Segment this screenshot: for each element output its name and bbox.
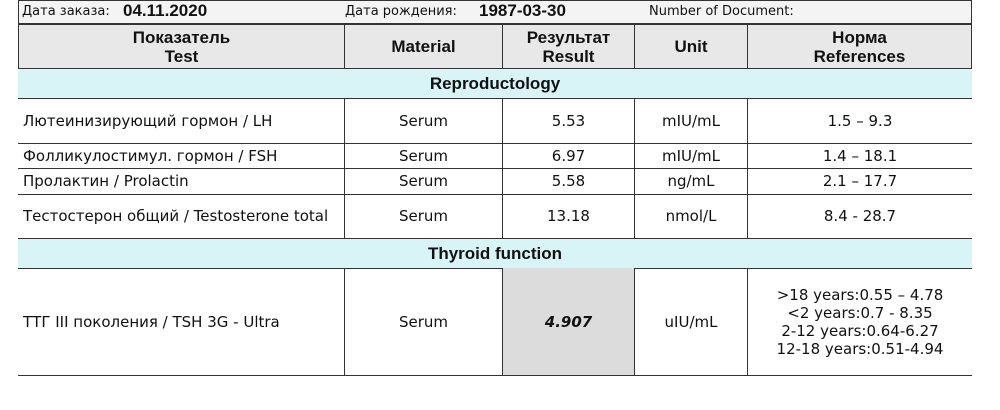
text-line: Test — [164, 46, 199, 66]
text-line: >18 years:0.55 – 4.78 — [776, 285, 944, 304]
document-label: Number of Document: — [649, 4, 794, 19]
table-cell: Фолликулостимул. гормон / FSH — [18, 143, 345, 169]
header-bar: Дата заказа: 04.11.2020 Дата рождения: 1… — [18, 0, 972, 24]
section-title: Thyroid function — [18, 238, 972, 269]
table-cell: mIU/mL — [635, 98, 748, 144]
text-line: <2 years:0.7 - 8.35 — [787, 303, 933, 322]
text-line: Результат — [526, 27, 611, 47]
birth-date: 1987-03-30 — [479, 1, 566, 20]
column-header: Material — [344, 24, 503, 69]
text-line: Показатель — [132, 27, 231, 47]
text-line: 2-12 years:0.64-6.27 — [781, 321, 939, 340]
birth-date-label: Дата рождения: — [345, 4, 457, 19]
text-line: 1.5 – 9.3 — [827, 111, 893, 130]
text-line: Норма — [832, 27, 887, 47]
text-line: Result — [542, 46, 595, 66]
order-date: 04.11.2020 — [123, 1, 208, 20]
table-cell: Serum — [345, 268, 503, 376]
table-cell: 2.1 – 17.7 — [748, 168, 972, 195]
table-cell: 1.4 – 18.1 — [748, 143, 972, 169]
text-line: 1.4 – 18.1 — [822, 146, 898, 165]
text-line: 2.1 – 17.7 — [822, 172, 898, 190]
table-cell: nmol/L — [635, 194, 748, 239]
order-date-label: Дата заказа: — [22, 4, 110, 19]
section-title: Reproductology — [18, 68, 972, 99]
table-cell: 4.907 — [503, 268, 635, 376]
text-line: Material — [391, 37, 456, 56]
text-line: Unit — [674, 37, 708, 56]
table-cell: ng/mL — [635, 168, 748, 195]
table-cell: >18 years:0.55 – 4.78 <2 years:0.7 - 8.35… — [748, 268, 972, 376]
column-header: Unit — [634, 24, 748, 69]
column-header: Результат Result — [502, 24, 635, 69]
text-line: 12-18 years:0.51-4.94 — [776, 339, 944, 358]
table-cell: Serum — [345, 194, 503, 239]
table-cell: Тестостерон общий / Testosterone total — [18, 194, 345, 239]
table-cell: Serum — [345, 98, 503, 144]
table-cell: 5.58 — [503, 168, 635, 195]
text-line: 8.4 - 28.7 — [823, 207, 897, 225]
table-cell: 6.97 — [503, 143, 635, 169]
column-header: Показатель Test — [18, 24, 345, 69]
column-header: Норма References — [747, 24, 972, 69]
table-cell: mIU/mL — [635, 143, 748, 169]
table-cell: Пролактин / Prolactin — [18, 168, 345, 195]
table-cell: ТТГ III поколения / TSH 3G - Ultra — [18, 268, 345, 376]
table-cell: 13.18 — [503, 194, 635, 239]
table-cell: Лютеинизирующий гормон / LH — [18, 98, 345, 144]
text-line: References — [813, 46, 906, 66]
table-cell: 8.4 - 28.7 — [748, 194, 972, 239]
table-cell: 1.5 – 9.3 — [748, 98, 972, 144]
table-cell: Serum — [345, 168, 503, 195]
table-cell: uIU/mL — [635, 268, 748, 376]
table-cell: Serum — [345, 143, 503, 169]
table-cell: 5.53 — [503, 98, 635, 144]
